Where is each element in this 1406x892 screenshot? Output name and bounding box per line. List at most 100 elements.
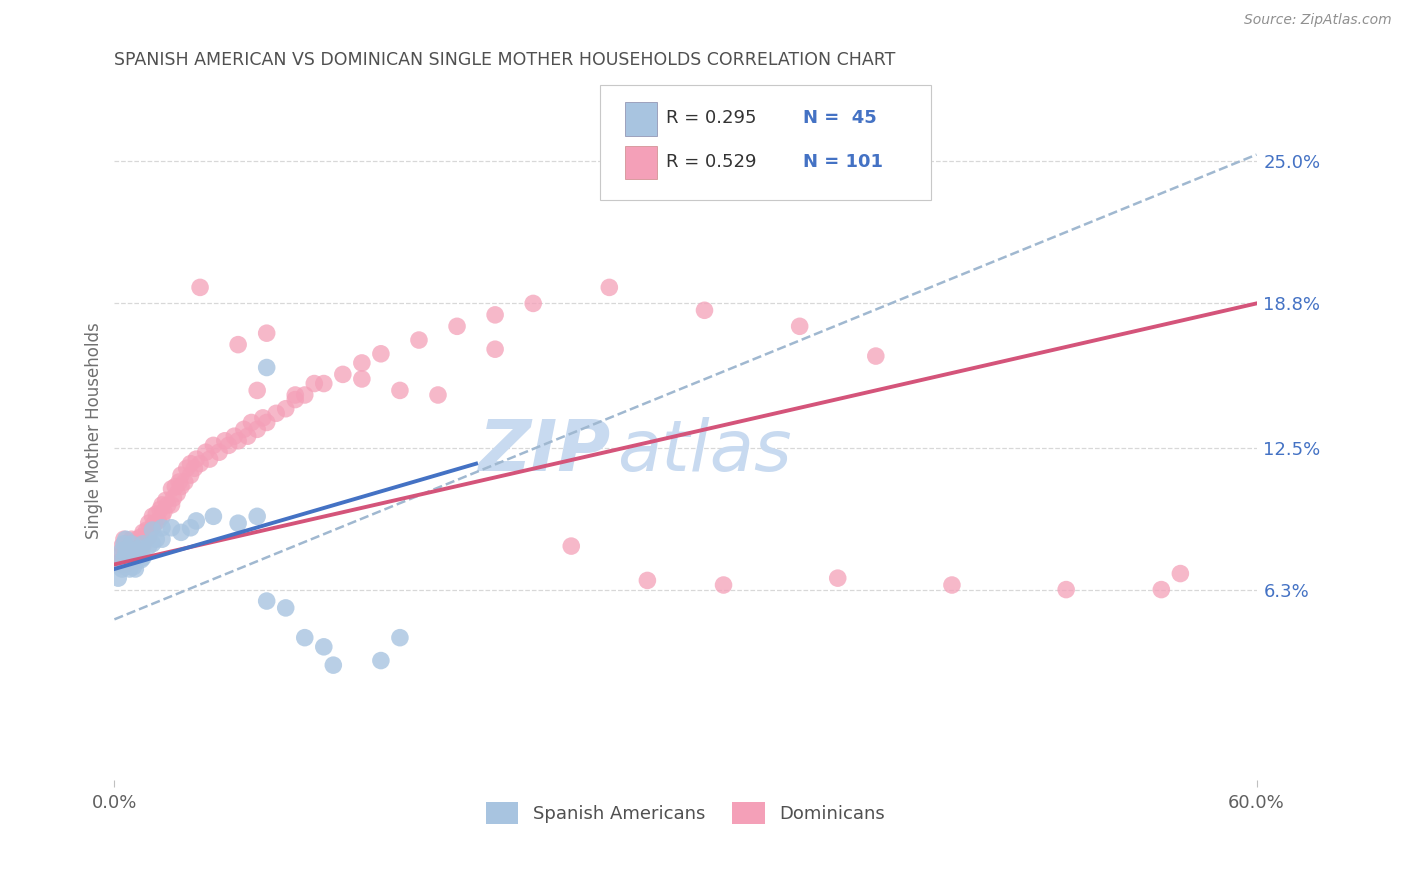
Text: R = 0.529: R = 0.529 bbox=[666, 153, 756, 170]
Legend: Spanish Americans, Dominicans: Spanish Americans, Dominicans bbox=[477, 793, 894, 833]
Text: atlas: atlas bbox=[617, 417, 792, 486]
Point bbox=[117, 553, 139, 567]
Point bbox=[240, 416, 263, 430]
Point bbox=[560, 539, 582, 553]
Point bbox=[865, 349, 887, 363]
Point bbox=[135, 523, 157, 537]
Point bbox=[167, 475, 190, 489]
Point bbox=[274, 601, 297, 615]
Point bbox=[128, 539, 150, 553]
Point bbox=[180, 468, 202, 483]
Point bbox=[941, 578, 963, 592]
Point bbox=[112, 537, 135, 551]
Point bbox=[350, 356, 373, 370]
Point bbox=[246, 422, 269, 436]
Point bbox=[118, 562, 141, 576]
Point bbox=[121, 533, 143, 547]
Point bbox=[156, 498, 179, 512]
Point bbox=[114, 559, 136, 574]
Point bbox=[194, 445, 217, 459]
Point bbox=[312, 376, 335, 391]
Text: SPANISH AMERICAN VS DOMINICAN SINGLE MOTHER HOUSEHOLDS CORRELATION CHART: SPANISH AMERICAN VS DOMINICAN SINGLE MOT… bbox=[114, 51, 896, 69]
Point bbox=[138, 530, 160, 544]
Point bbox=[165, 479, 187, 493]
Point bbox=[117, 537, 139, 551]
Point bbox=[370, 347, 392, 361]
Point bbox=[1054, 582, 1077, 597]
Point bbox=[294, 388, 316, 402]
Point bbox=[141, 537, 163, 551]
Point bbox=[232, 422, 254, 436]
Point bbox=[132, 525, 155, 540]
Point bbox=[226, 337, 249, 351]
Point bbox=[160, 482, 183, 496]
Point bbox=[150, 509, 173, 524]
Point bbox=[150, 498, 173, 512]
Point bbox=[188, 457, 211, 471]
Point bbox=[134, 533, 156, 547]
Point bbox=[149, 502, 172, 516]
Point bbox=[180, 521, 202, 535]
FancyBboxPatch shape bbox=[624, 103, 657, 136]
Point bbox=[162, 491, 184, 505]
Point bbox=[183, 461, 205, 475]
Point bbox=[124, 543, 146, 558]
Point bbox=[188, 280, 211, 294]
Point bbox=[114, 546, 136, 560]
Point bbox=[132, 539, 155, 553]
Point bbox=[153, 505, 176, 519]
Point bbox=[114, 539, 136, 553]
Point bbox=[284, 388, 307, 402]
Point bbox=[294, 631, 316, 645]
Point bbox=[127, 548, 149, 562]
Point bbox=[138, 516, 160, 531]
Point bbox=[322, 658, 344, 673]
Point bbox=[112, 553, 135, 567]
Point bbox=[246, 509, 269, 524]
Point bbox=[124, 562, 146, 576]
Point bbox=[264, 406, 287, 420]
Point bbox=[446, 319, 468, 334]
Point bbox=[1170, 566, 1192, 581]
Point bbox=[122, 543, 145, 558]
Point bbox=[117, 543, 139, 558]
Point bbox=[202, 509, 225, 524]
Point bbox=[132, 537, 155, 551]
Point bbox=[128, 541, 150, 556]
Point bbox=[256, 360, 278, 375]
Point bbox=[141, 523, 163, 537]
Y-axis label: Single Mother Households: Single Mother Households bbox=[86, 322, 103, 539]
Point bbox=[408, 333, 430, 347]
Point bbox=[252, 410, 274, 425]
Point bbox=[108, 548, 131, 562]
Text: R = 0.295: R = 0.295 bbox=[666, 110, 756, 128]
Point bbox=[186, 514, 208, 528]
Point bbox=[218, 438, 240, 452]
FancyBboxPatch shape bbox=[600, 85, 931, 200]
Point bbox=[127, 550, 149, 565]
Point bbox=[111, 539, 134, 553]
Point bbox=[150, 533, 173, 547]
Point bbox=[170, 468, 193, 483]
Point bbox=[256, 326, 278, 341]
Point bbox=[1150, 582, 1173, 597]
Point bbox=[145, 533, 167, 547]
Point bbox=[274, 401, 297, 416]
Point bbox=[256, 594, 278, 608]
Point bbox=[370, 654, 392, 668]
Point bbox=[224, 429, 246, 443]
Point bbox=[208, 445, 231, 459]
Point bbox=[202, 438, 225, 452]
Point bbox=[148, 514, 170, 528]
Point bbox=[186, 452, 208, 467]
Point bbox=[388, 384, 411, 398]
Point bbox=[129, 553, 152, 567]
Point bbox=[388, 631, 411, 645]
Point bbox=[713, 578, 735, 592]
Point bbox=[141, 521, 163, 535]
Text: N =  45: N = 45 bbox=[803, 110, 877, 128]
Point bbox=[108, 555, 131, 569]
Point bbox=[143, 516, 166, 531]
Point bbox=[427, 388, 450, 402]
Point bbox=[160, 521, 183, 535]
